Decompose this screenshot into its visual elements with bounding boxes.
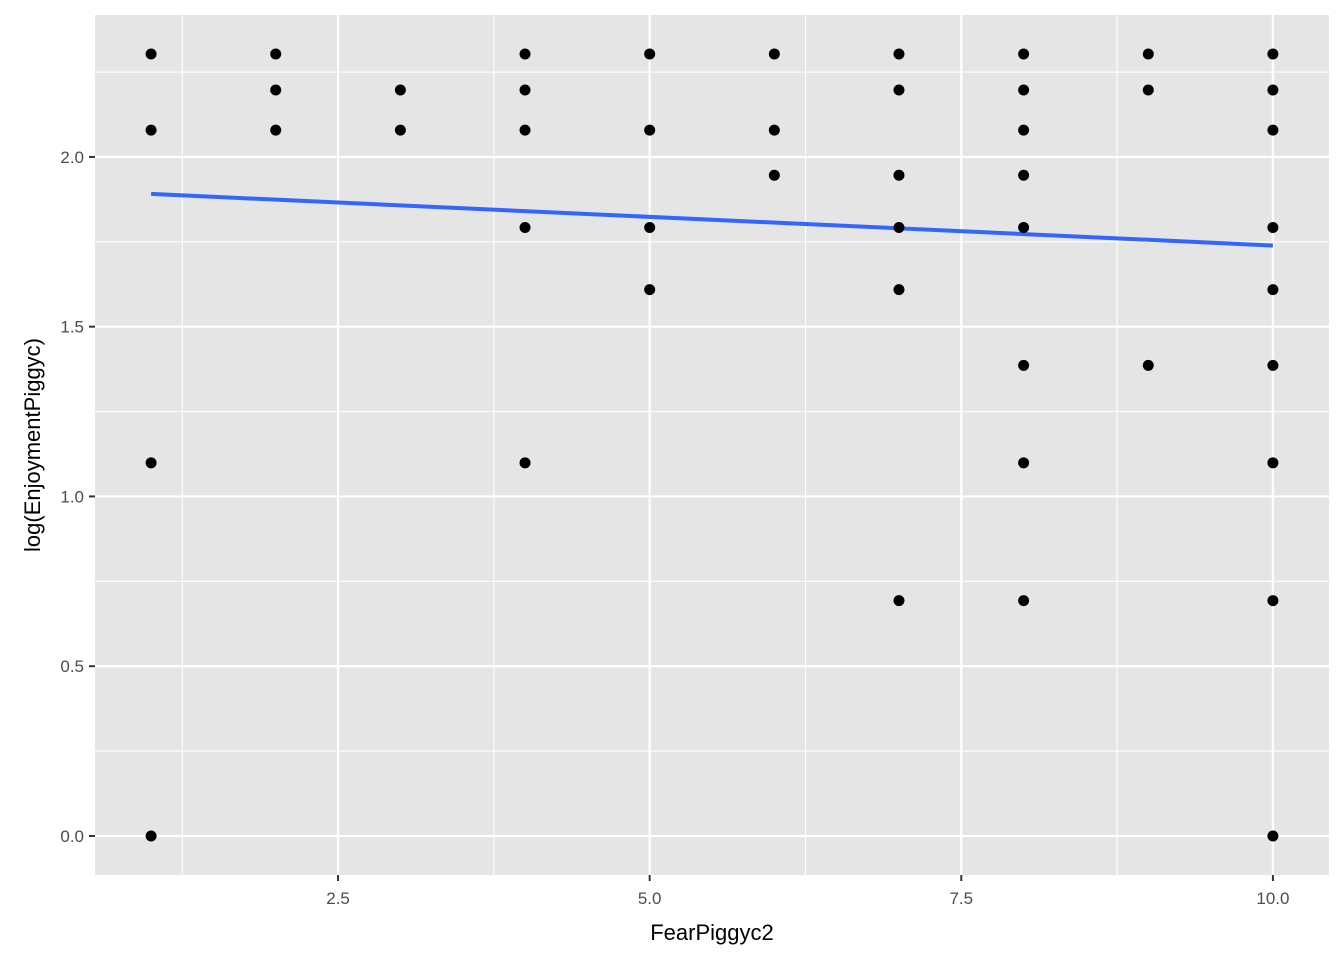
data-point: [145, 48, 157, 60]
data-point: [893, 222, 905, 234]
data-point: [519, 124, 531, 136]
data-point: [1018, 84, 1030, 96]
data-point: [1267, 124, 1279, 136]
panel-background: [95, 15, 1329, 875]
data-point: [1267, 830, 1279, 842]
x-axis-title: FearPiggyc2: [650, 920, 774, 945]
y-tick-label: 0.0: [60, 827, 84, 846]
y-axis-title: log(EnjoymentPiggyc): [20, 338, 45, 552]
trend-line-layer: [150, 191, 1274, 248]
data-point: [1267, 284, 1279, 296]
data-point: [893, 169, 905, 181]
data-point: [1142, 84, 1154, 96]
major-grid: [95, 15, 1329, 875]
points-layer: [145, 48, 1279, 842]
data-point: [145, 124, 157, 136]
data-point: [1267, 84, 1279, 96]
data-point: [644, 124, 656, 136]
data-point: [1142, 359, 1154, 371]
data-point: [1018, 457, 1030, 469]
x-tick-label: 5.0: [638, 889, 662, 908]
data-point: [270, 48, 282, 60]
data-point: [519, 222, 531, 234]
y-tick-label: 2.0: [60, 148, 84, 167]
data-point: [1267, 359, 1279, 371]
data-point: [519, 84, 531, 96]
data-point: [1018, 124, 1030, 136]
data-point: [1018, 595, 1030, 607]
data-point: [1267, 222, 1279, 234]
data-point: [1018, 359, 1030, 371]
data-point: [1142, 48, 1154, 60]
x-axis-ticks: 2.5 5.0 7.5 10.0: [326, 875, 1289, 908]
y-tick-label: 1.5: [60, 318, 84, 337]
data-point: [145, 457, 157, 469]
data-point: [394, 84, 406, 96]
data-point: [1267, 595, 1279, 607]
data-point: [1018, 48, 1030, 60]
data-point: [1018, 169, 1030, 181]
data-point: [893, 84, 905, 96]
x-tick-label: 2.5: [326, 889, 350, 908]
data-point: [1267, 48, 1279, 60]
data-point: [768, 169, 780, 181]
data-point: [768, 48, 780, 60]
trend-line: [150, 191, 1274, 248]
x-tick-label: 7.5: [949, 889, 973, 908]
data-point: [1018, 222, 1030, 234]
data-point: [893, 284, 905, 296]
data-point: [644, 48, 656, 60]
y-tick-label: 0.5: [60, 657, 84, 676]
data-point: [768, 124, 780, 136]
data-point: [519, 457, 531, 469]
data-point: [644, 284, 656, 296]
minor-grid: [95, 15, 1329, 875]
data-point: [893, 48, 905, 60]
data-point: [893, 595, 905, 607]
x-tick-label: 10.0: [1256, 889, 1289, 908]
data-point: [270, 124, 282, 136]
data-point: [519, 48, 531, 60]
data-point: [1267, 457, 1279, 469]
data-point: [394, 124, 406, 136]
y-tick-label: 1.0: [60, 487, 84, 506]
y-axis-ticks: 0.0 0.5 1.0 1.5 2.0: [60, 148, 95, 846]
data-point: [644, 222, 656, 234]
data-point: [270, 84, 282, 96]
data-point: [145, 830, 157, 842]
